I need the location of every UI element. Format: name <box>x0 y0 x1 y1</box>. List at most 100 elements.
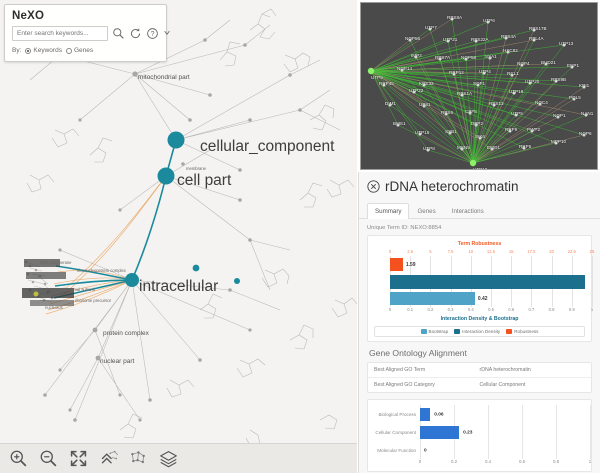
gene-node-CBF5[interactable] <box>468 111 472 115</box>
gene-node-IMP3[interactable] <box>414 55 418 59</box>
tab-interactions[interactable]: Interactions <box>451 208 484 215</box>
gene-node-SOF1[interactable] <box>476 83 480 87</box>
gene-node-HSC82[interactable] <box>506 50 510 54</box>
gene-node-RRP45[interactable] <box>382 83 386 87</box>
gene-node-RPS4A[interactable] <box>504 36 508 40</box>
go-bar-cellular-component[interactable] <box>420 426 460 439</box>
node-teal-small-a <box>192 264 200 272</box>
gene-node-UTP6[interactable] <box>486 20 490 24</box>
gene-node-RPS6[interactable] <box>444 112 448 116</box>
gene-node-RRP9[interactable] <box>508 129 512 133</box>
gene-node-UTP22[interactable] <box>412 90 416 94</box>
ontology-network-canvas[interactable]: cellular_component cell part intracellular… <box>0 0 357 473</box>
gene-node-BUD21[interactable] <box>544 62 548 66</box>
legend-label: Interaction Density <box>462 329 501 334</box>
tab-genes[interactable]: Genes <box>417 208 436 215</box>
gene-edge <box>370 70 541 105</box>
gene-node-RPS7A[interactable] <box>438 57 442 61</box>
gene-node-UTP18[interactable] <box>512 91 516 95</box>
chart-bar-bootstrap[interactable] <box>390 292 475 305</box>
go-bar-biological-process[interactable] <box>420 408 431 421</box>
gene-node-NOP6[interactable] <box>582 133 586 137</box>
search-icon[interactable] <box>112 27 125 40</box>
gene-node-NOC4[interactable] <box>538 102 542 106</box>
radio-genes[interactable]: Genes <box>65 47 93 54</box>
radio-keywords[interactable]: Keywords <box>25 47 62 54</box>
gene-node-EMG1[interactable] <box>490 147 494 151</box>
legend-item-bootstrap[interactable]: Bootstrap <box>420 329 448 334</box>
gene-hub-UTP10[interactable] <box>469 159 477 167</box>
axis-tick: 0 <box>418 459 422 464</box>
gene-node-RRP12[interactable] <box>452 72 456 76</box>
zoom-in-icon[interactable] <box>9 449 28 468</box>
zoom-out-icon[interactable] <box>39 449 58 468</box>
gene-node-UTP5[interactable] <box>514 113 518 117</box>
gene-node-BMS1[interactable] <box>396 123 400 127</box>
gene-node-ENP1[interactable] <box>570 65 574 69</box>
gene-node-UTP7[interactable] <box>428 27 432 31</box>
search-input[interactable] <box>12 26 108 41</box>
gene-node-RPS1A[interactable] <box>460 93 464 97</box>
gene-node-UTP21[interactable] <box>446 39 450 43</box>
gene-network-svg <box>367 17 588 167</box>
gene-node-UB81[interactable] <box>422 104 426 108</box>
gene-node-SIK6[interactable] <box>478 136 482 140</box>
axis-tick: 25 <box>589 249 595 254</box>
collapse-network-icon[interactable] <box>99 449 118 468</box>
gene-node-UTP15[interactable] <box>418 132 422 136</box>
layers-icon[interactable] <box>159 449 178 468</box>
gene-node-RPS8A[interactable] <box>450 17 454 21</box>
gene-edge <box>370 70 585 136</box>
gene-node-NAN1[interactable] <box>584 113 588 117</box>
node-cellular-component <box>167 131 185 149</box>
gene-node-RCL1[interactable] <box>510 73 514 77</box>
close-circle-icon[interactable] <box>367 180 380 193</box>
gene-node-PWP2[interactable] <box>530 129 534 133</box>
legend-item-robustness[interactable]: Robustness <box>506 329 538 334</box>
gene-edge <box>370 70 391 106</box>
fit-screen-icon[interactable] <box>69 449 88 468</box>
chart-bar-robustness[interactable] <box>390 258 403 271</box>
gene-node-RPS22A[interactable] <box>474 39 478 43</box>
go-bar-track: 0 <box>420 444 585 457</box>
gene-node-RPS13[interactable] <box>492 103 496 107</box>
go-bar-track: 0.06 <box>420 408 585 421</box>
gene-node-NOP4[interactable] <box>520 63 524 67</box>
gene-node-RPS9B[interactable] <box>554 79 558 83</box>
go-bar-row-cellular-component: Cellular Component 0.23 <box>374 426 585 439</box>
gene-node-UTP13[interactable] <box>562 43 566 47</box>
chart-bar-value: 1.59 <box>405 261 416 268</box>
search-panel[interactable]: NeXO ? By: <box>4 4 170 62</box>
question-mark-icon[interactable]: ? <box>146 27 159 40</box>
gene-node-UTP4[interactable] <box>482 71 486 75</box>
gene-node-POL5[interactable] <box>572 97 576 101</box>
gene-edge <box>370 70 525 149</box>
chart-bar-interaction-density[interactable] <box>390 275 585 289</box>
gene-node-NOP1[interactable] <box>556 115 560 119</box>
gene-node-RRP5[interactable] <box>522 146 526 150</box>
gene-node-NOP58[interactable] <box>464 57 468 61</box>
gene-node-MSN5[interactable] <box>460 147 464 151</box>
gene-node-RPL4A[interactable] <box>532 38 536 42</box>
gene-hub-UTP9[interactable] <box>367 67 375 75</box>
refresh-icon[interactable] <box>129 27 142 40</box>
network-graph-icon[interactable] <box>129 449 148 468</box>
gene-node-SSA1[interactable] <box>488 56 492 60</box>
gene-node-MPP10[interactable] <box>554 141 558 145</box>
legend-item-interaction-density[interactable]: Interaction Density <box>454 329 500 334</box>
gene-interaction-network[interactable]: RPS8A UTP6 UTP7 RPS17B NOP56 UTP21 RPS22A RPS4A… <box>360 2 598 170</box>
gene-node-DBP2[interactable] <box>474 123 478 127</box>
chevron-down-icon[interactable] <box>163 28 171 39</box>
gene-node-UTP20[interactable] <box>528 81 532 85</box>
gene-node-KRI1[interactable] <box>582 85 586 89</box>
gene-node-KRE33[interactable] <box>422 83 426 87</box>
gene-node-RPS17B[interactable] <box>532 28 536 32</box>
gene-node-SSB1[interactable] <box>448 131 452 135</box>
tab-summary[interactable]: Summary <box>367 203 410 219</box>
gene-node-NOP56[interactable] <box>408 38 412 42</box>
gene-node-DIM1[interactable] <box>388 103 392 107</box>
chart-top-axis-title: Term Robustness <box>457 241 502 247</box>
gene-node-UTP8[interactable] <box>426 148 430 152</box>
axis-tick: 15 <box>508 249 514 254</box>
gene-node-NOP14[interactable] <box>400 68 404 72</box>
